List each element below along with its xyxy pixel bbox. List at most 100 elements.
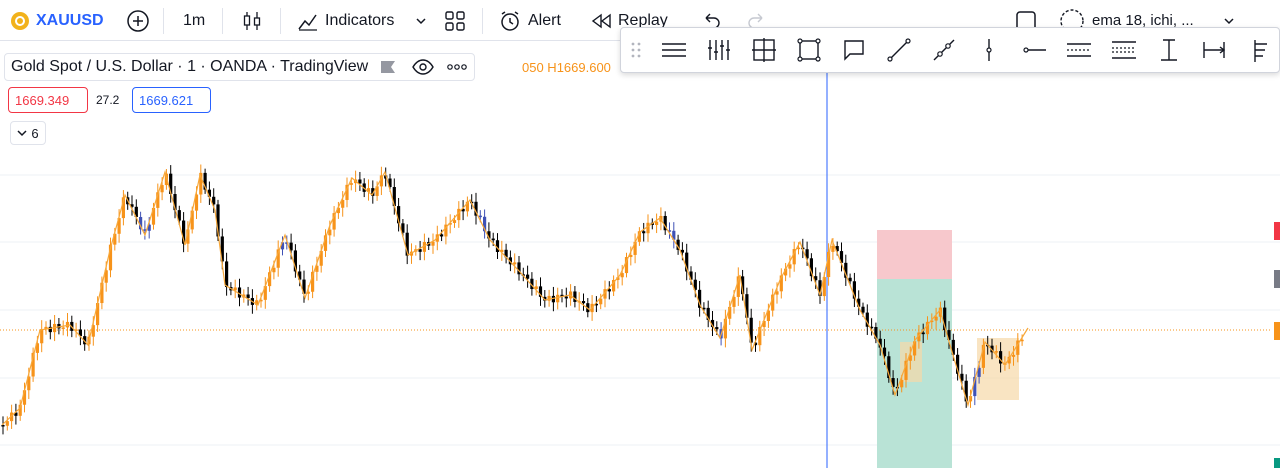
sell-button[interactable]: 1669.349 xyxy=(8,87,88,113)
candle xyxy=(818,280,822,297)
callout-icon[interactable] xyxy=(831,28,876,72)
candle xyxy=(10,412,14,422)
indicators-icon xyxy=(296,9,320,33)
candle xyxy=(633,241,637,255)
trend-line-icon[interactable] xyxy=(876,28,921,72)
candle xyxy=(487,231,491,239)
candle xyxy=(620,273,624,278)
symbol-search[interactable]: XAUUSD xyxy=(10,0,104,41)
indicators-button[interactable]: Indicators xyxy=(296,0,394,41)
candle xyxy=(560,294,564,297)
candle xyxy=(40,329,44,344)
parallel-channel-icon[interactable] xyxy=(1056,28,1101,72)
fib-tools-icon[interactable] xyxy=(1236,28,1280,72)
candle xyxy=(302,279,306,294)
compare-button[interactable] xyxy=(126,0,150,41)
rectangle-icon[interactable] xyxy=(786,28,831,72)
candle xyxy=(91,325,95,337)
spread-value: 27.2 xyxy=(92,87,128,113)
candle xyxy=(878,338,882,348)
candle xyxy=(452,220,457,223)
candle xyxy=(956,354,960,374)
zigzag-line xyxy=(1,169,1029,426)
candle xyxy=(65,321,70,328)
anchored-text-icon[interactable] xyxy=(1146,28,1191,72)
candle xyxy=(143,229,147,231)
candle xyxy=(999,351,1003,364)
vertical-line-icon[interactable] xyxy=(966,28,1011,72)
horizontal-ray-icon[interactable] xyxy=(1011,28,1056,72)
drawing-toolbar xyxy=(620,27,1280,73)
candle xyxy=(921,332,925,335)
candle xyxy=(186,229,190,244)
candle xyxy=(538,286,543,297)
chart-type-button[interactable] xyxy=(240,0,264,41)
series-legend[interactable]: Gold Spot / U.S. Dollar · 1 · OANDA · Tr… xyxy=(4,53,476,81)
candle xyxy=(220,236,224,262)
eye-icon[interactable] xyxy=(412,59,434,75)
candle xyxy=(263,286,267,300)
ohlc-values: 050 H1669.600 xyxy=(522,60,611,75)
crosshair-box-icon[interactable] xyxy=(741,28,786,72)
flag-icon[interactable] xyxy=(380,60,396,74)
more-icon[interactable] xyxy=(446,63,468,71)
alarm-clock-icon xyxy=(498,9,522,33)
candle xyxy=(887,356,891,379)
replay-label: Replay xyxy=(618,11,668,29)
candle xyxy=(237,287,242,298)
candle xyxy=(177,210,181,221)
candle xyxy=(792,249,796,265)
candle xyxy=(749,317,753,343)
candle xyxy=(814,276,818,281)
candle xyxy=(1011,354,1016,357)
interval-button[interactable]: 1m xyxy=(183,11,206,29)
candle xyxy=(100,282,104,304)
candle xyxy=(663,215,667,231)
candle xyxy=(1007,356,1011,364)
stop-loss-zone xyxy=(877,230,952,279)
candle xyxy=(276,249,280,268)
candle xyxy=(212,196,216,205)
candle xyxy=(332,213,336,230)
candle xyxy=(655,221,659,225)
alert-button[interactable]: Alert xyxy=(498,0,561,41)
candle xyxy=(121,197,125,219)
candle xyxy=(444,224,448,237)
candle xyxy=(27,376,31,391)
candle xyxy=(822,277,826,297)
candle xyxy=(461,208,465,212)
ray-icon[interactable] xyxy=(921,28,966,72)
candle xyxy=(642,231,646,234)
candle xyxy=(139,217,143,230)
candle xyxy=(500,249,504,252)
candle xyxy=(31,352,35,377)
candle xyxy=(882,347,887,357)
indicators-collapse-button[interactable]: 6 xyxy=(10,121,46,145)
candle xyxy=(758,327,762,346)
candle xyxy=(280,242,285,250)
candle xyxy=(865,312,869,327)
candle xyxy=(607,289,611,292)
candle xyxy=(35,343,39,353)
layout-dropdown[interactable] xyxy=(1222,0,1236,41)
templates-dropdown[interactable] xyxy=(414,0,428,41)
horizontal-lines-icon[interactable] xyxy=(651,28,696,72)
gold-coin-icon xyxy=(10,11,30,31)
replay-button[interactable]: Replay xyxy=(590,0,668,41)
date-range-icon[interactable] xyxy=(1191,28,1236,72)
candle xyxy=(766,310,770,322)
candle xyxy=(925,321,930,335)
candle xyxy=(478,215,482,218)
candle xyxy=(190,210,194,230)
candle xyxy=(169,173,173,195)
buy-button[interactable]: 1669.621 xyxy=(132,87,211,113)
vertical-lines-icon[interactable] xyxy=(696,28,741,72)
regression-channel-icon[interactable] xyxy=(1101,28,1146,72)
candle xyxy=(1020,339,1024,342)
candle xyxy=(483,216,487,232)
drag-handle-icon[interactable] xyxy=(621,28,651,72)
candle xyxy=(173,194,177,211)
layouts-button[interactable] xyxy=(444,0,466,41)
candle xyxy=(689,271,693,280)
